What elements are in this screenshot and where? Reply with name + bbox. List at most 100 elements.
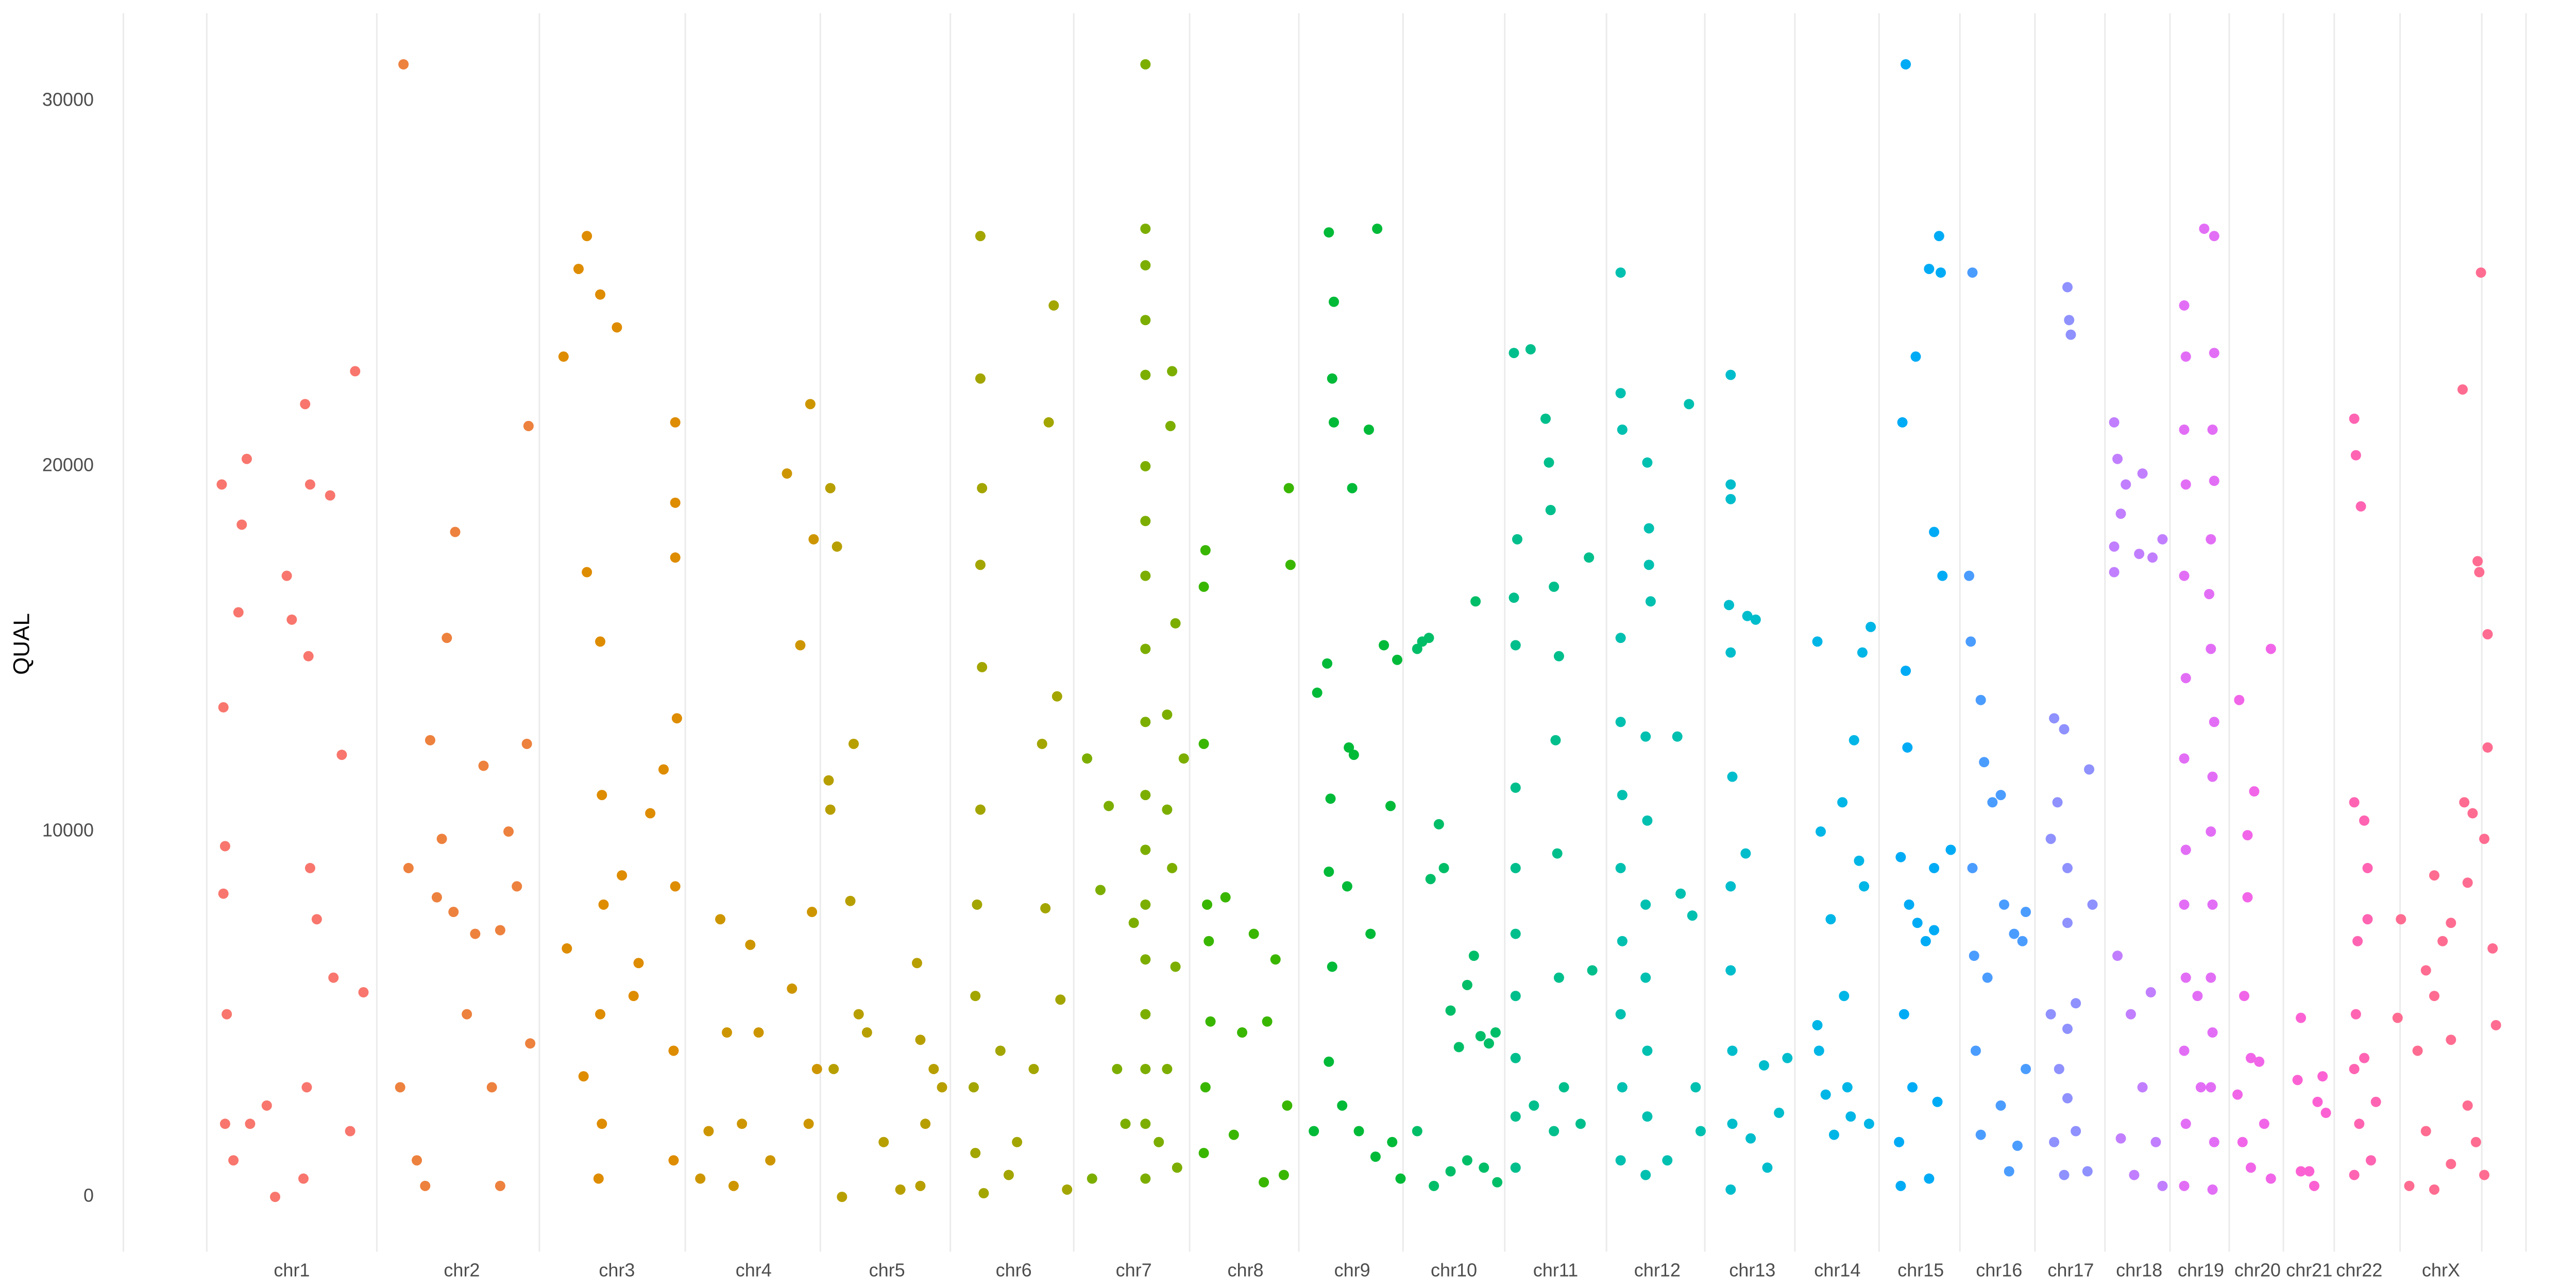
point	[807, 907, 818, 918]
point	[1322, 658, 1333, 669]
point	[670, 417, 681, 428]
point	[715, 914, 726, 925]
point	[1929, 527, 1940, 537]
point	[1690, 1082, 1701, 1093]
point	[1363, 424, 1374, 435]
point	[1043, 417, 1054, 428]
point	[1929, 925, 1940, 936]
point	[2312, 1096, 2323, 1107]
point	[1198, 581, 1209, 592]
point	[2179, 300, 2190, 311]
point	[2082, 1166, 2093, 1177]
point	[1324, 1056, 1334, 1067]
point	[2121, 479, 2131, 490]
point	[1617, 936, 1628, 946]
point	[920, 1118, 931, 1129]
point	[782, 468, 792, 479]
point	[1347, 483, 1358, 494]
point	[1128, 918, 1139, 928]
point	[2192, 991, 2203, 1002]
point	[1912, 918, 1923, 928]
point	[2429, 870, 2439, 881]
point	[1642, 457, 1653, 468]
point	[1140, 790, 1151, 801]
point	[2349, 1170, 2360, 1180]
point	[1924, 263, 1935, 274]
point	[1550, 735, 1561, 745]
point	[219, 1118, 230, 1129]
point	[1282, 1100, 1293, 1111]
point	[2254, 1056, 2265, 1067]
y-tick-label: 20000	[42, 454, 94, 475]
point	[765, 1155, 776, 1166]
point	[2157, 534, 2168, 545]
point	[2195, 1082, 2206, 1093]
point	[1140, 59, 1151, 70]
point	[1328, 296, 1339, 307]
point	[2352, 936, 2363, 946]
point	[1167, 862, 1178, 873]
point	[2467, 808, 2478, 819]
point	[2362, 862, 2373, 873]
point	[1540, 413, 1551, 424]
point	[2392, 1012, 2403, 1023]
point	[645, 808, 656, 819]
point	[911, 958, 922, 969]
point	[2209, 348, 2219, 359]
point	[442, 633, 452, 643]
point	[2207, 1027, 2218, 1038]
point	[2204, 589, 2215, 600]
point	[2239, 991, 2249, 1002]
point	[2017, 936, 2028, 946]
x-tick-label: chr13	[1729, 1260, 1775, 1281]
point	[470, 928, 481, 939]
point	[1995, 1100, 2006, 1111]
point	[1140, 1009, 1151, 1020]
point	[1429, 1180, 1439, 1191]
point	[1727, 1118, 1738, 1129]
point	[2137, 1082, 2148, 1093]
point	[1640, 972, 1651, 983]
point	[1425, 874, 1436, 885]
point	[995, 1045, 1006, 1056]
point	[1854, 855, 1865, 866]
point	[2059, 724, 2070, 735]
point	[1544, 457, 1554, 468]
point	[1052, 691, 1062, 702]
point	[1438, 862, 1449, 873]
point	[1774, 1108, 1785, 1118]
point	[300, 399, 311, 410]
x-tick-label: chr4	[736, 1260, 772, 1281]
point	[1337, 1100, 1348, 1111]
point	[1975, 1129, 1986, 1140]
point	[1866, 621, 1876, 632]
point	[218, 702, 229, 713]
point	[1558, 1082, 1569, 1093]
point	[1901, 666, 1911, 676]
point	[811, 1063, 822, 1074]
point	[703, 1126, 714, 1137]
point	[2245, 1162, 2256, 1173]
point	[2179, 753, 2190, 764]
point	[2071, 998, 2081, 1009]
point	[2359, 815, 2369, 826]
point	[1617, 424, 1628, 435]
y-axis-label: QUAL	[9, 613, 35, 675]
point	[1510, 1053, 1521, 1063]
point	[1140, 223, 1151, 234]
point	[261, 1100, 272, 1111]
point	[1479, 1162, 1489, 1173]
point	[1262, 1016, 1273, 1027]
point	[311, 914, 322, 925]
point	[915, 1180, 926, 1191]
point	[1672, 731, 1683, 742]
x-tick-label: chr19	[2178, 1260, 2224, 1281]
point	[633, 958, 644, 969]
point	[2292, 1075, 2303, 1086]
point	[1645, 596, 1656, 607]
point	[2054, 1063, 2064, 1074]
point	[2232, 1089, 2243, 1100]
point	[1995, 790, 2006, 801]
point	[2109, 567, 2120, 578]
point	[2437, 936, 2448, 946]
